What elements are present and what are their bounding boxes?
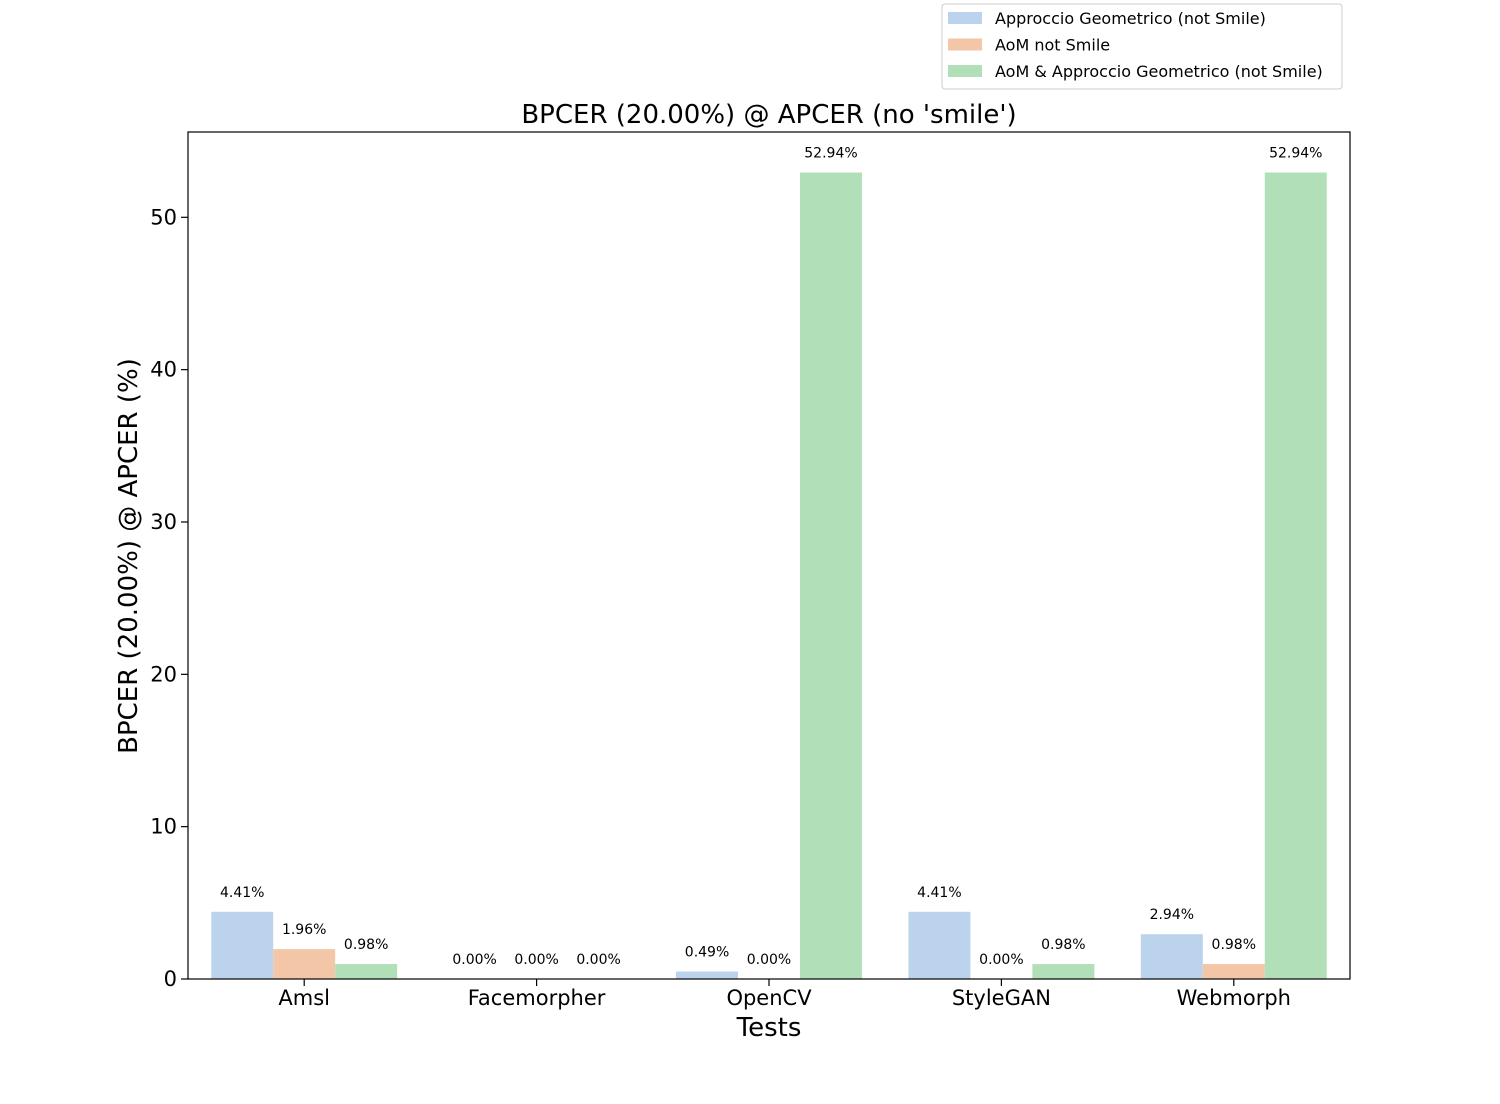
x-axis: Amsl Facemorpher OpenCV StyleGAN Webmorph [278, 979, 1291, 1010]
legend-swatch [948, 12, 982, 24]
value-label: 0.00% [452, 952, 496, 968]
value-label: 0.00% [514, 952, 558, 968]
value-label: 4.41% [220, 885, 264, 901]
x-tick-label: OpenCV [726, 986, 812, 1010]
x-tick-label: StyleGAN [952, 986, 1051, 1010]
legend-box [941, 3, 1343, 90]
x-tick-label: Facemorpher [468, 986, 606, 1010]
bar-opencv-series-3 [799, 172, 862, 979]
y-axis-label: BPCER (20.00%) @ APCER (%) [114, 358, 144, 754]
y-tick-label: 0 [164, 967, 177, 991]
bar-stylegan-series-1 [908, 911, 971, 979]
bar-amsl-series-3 [335, 964, 398, 979]
bar-webmorph-series-2 [1202, 964, 1265, 979]
legend: Approccio Geometrico (not Smile) AoM not … [941, 3, 1343, 90]
value-label: 0.98% [344, 937, 388, 953]
y-tick-label: 20 [150, 662, 177, 686]
value-label: 0.00% [979, 952, 1023, 968]
legend-label: AoM not Smile [995, 36, 1110, 55]
legend-label: Approccio Geometrico (not Smile) [995, 9, 1266, 28]
bar-webmorph-series-3 [1264, 172, 1327, 979]
y-axis: 0 10 20 30 40 50 [150, 205, 188, 991]
bar-opencv-series-1 [676, 971, 739, 979]
value-label: 4.41% [917, 885, 961, 901]
value-label: 0.98% [1041, 937, 1085, 953]
bar-amsl-series-1 [211, 911, 274, 979]
value-label: 1.96% [282, 922, 326, 938]
value-label: 0.98% [1212, 937, 1256, 953]
x-tick-label: Amsl [278, 986, 330, 1010]
plot-area: 4.41% 0.00% 0.49% 4.41% 2.94% 1.96% 0.00% 0.00%… [150, 131, 1351, 1010]
legend-label: AoM & Approccio Geometrico (not Smile) [995, 62, 1323, 81]
value-label: 0.00% [747, 952, 791, 968]
value-label: 52.94% [804, 146, 857, 162]
legend-swatch [948, 38, 982, 51]
x-axis-label: Tests [736, 1013, 802, 1043]
bars-group [211, 172, 1327, 979]
y-tick-label: 10 [150, 815, 177, 839]
y-tick-label: 40 [150, 358, 177, 382]
y-tick-label: 30 [150, 510, 177, 534]
chart-title: BPCER (20.00%) @ APCER (no 'smile') [521, 100, 1016, 130]
value-label: 2.94% [1150, 907, 1194, 923]
value-label: 0.00% [576, 952, 620, 968]
x-tick-label: Webmorph [1177, 986, 1291, 1010]
plot-frame [187, 131, 1351, 980]
y-tick-label: 50 [150, 205, 177, 229]
bar-stylegan-series-3 [1032, 964, 1095, 979]
value-labels-group: 4.41% 0.00% 0.49% 4.41% 2.94% 1.96% 0.00% 0.00%… [220, 146, 1322, 968]
legend-swatch [948, 65, 982, 77]
value-label: 0.49% [685, 945, 729, 961]
value-label: 52.94% [1269, 146, 1322, 162]
bar-amsl-series-2 [273, 949, 336, 979]
bar-webmorph-series-1 [1140, 934, 1203, 979]
